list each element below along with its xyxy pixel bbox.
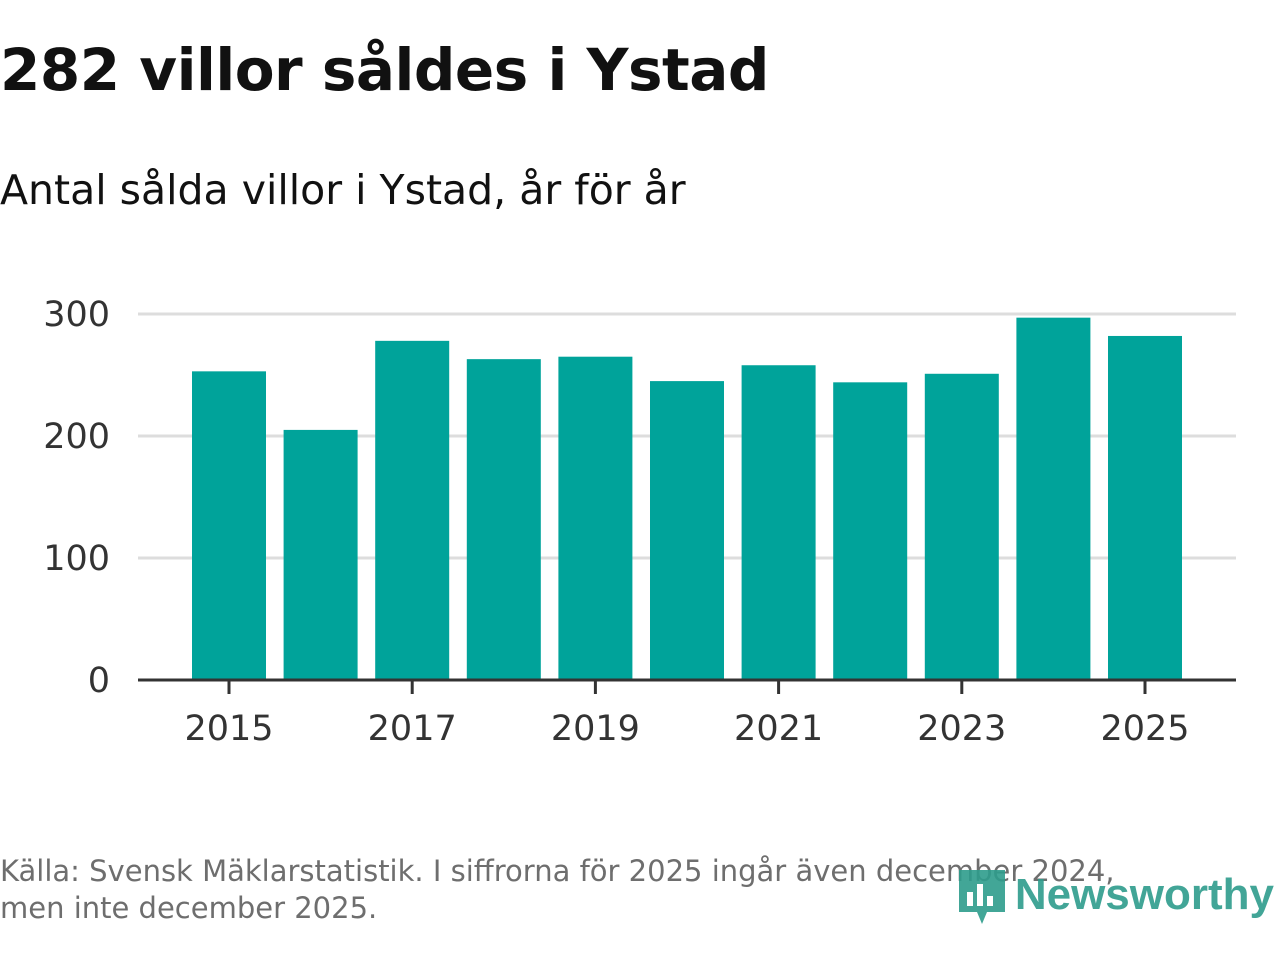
newsworthy-logo: Newsworthy [955,860,1274,930]
x-tick-label: 2021 [734,709,823,749]
logo-text: Newsworthy [1014,870,1274,919]
bar-2019 [558,356,633,680]
bar-2022 [833,382,908,680]
x-tick-label: 2023 [917,709,1006,749]
bar-chart: 0 100 200 300 2015 2017 2019 2021 2023 2025 [43,295,1236,749]
bar-2015 [192,371,266,680]
bar-2024 [1016,317,1091,680]
bar-2018 [466,359,541,680]
bar-2020 [650,381,724,680]
y-tick-label: 100 [43,539,110,579]
x-tick-label: 2017 [368,709,457,749]
chart-subtitle: Antal sålda villor i Ystad, år för år [0,166,686,214]
bars [192,317,1182,680]
y-tick-label: 0 [88,661,110,701]
x-tick-label: 2025 [1100,709,1189,749]
source-line-2: men inte december 2025. [0,891,378,925]
bar-2021 [741,365,816,680]
bar-2016 [283,429,358,680]
x-axis: 2015 2017 2019 2021 2023 2025 [184,680,1190,749]
y-axis: 0 100 200 300 [43,295,110,701]
y-tick-label: 200 [43,417,110,457]
source-note: Källa: Svensk Mäklarstatistik. I siffror… [0,853,1220,927]
bar-2025 [1108,335,1182,680]
bar-2023 [924,373,999,680]
source-line-1: Källa: Svensk Mäklarstatistik. I siffror… [0,854,1115,888]
chart-title: 282 villor såldes i Ystad [0,36,769,104]
newsworthy-logo-icon [958,870,1005,924]
bar-2017 [375,340,450,680]
x-tick-label: 2019 [551,709,640,749]
y-tick-label: 300 [43,295,110,335]
x-tick-label: 2015 [184,709,273,749]
